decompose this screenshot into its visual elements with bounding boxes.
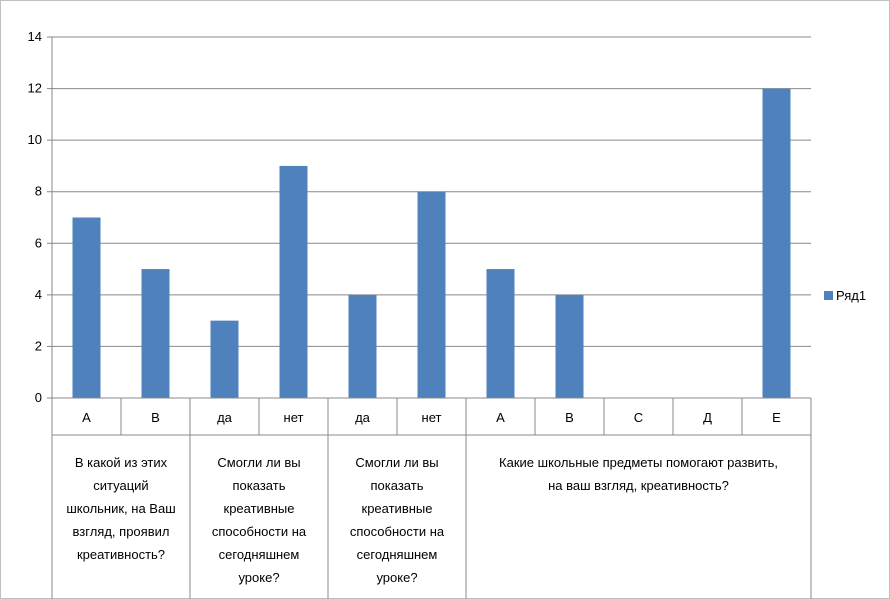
bar	[210, 320, 239, 398]
group-label-line: креативные	[362, 501, 433, 516]
legend-label: Ряд1	[836, 288, 866, 303]
y-tick-label: 12	[28, 81, 42, 96]
group-label-line: Смогли ли вы	[217, 455, 300, 470]
bar	[141, 269, 170, 398]
y-tick-label: 6	[35, 235, 42, 250]
y-tick-label: 14	[28, 29, 42, 44]
bar	[486, 269, 515, 398]
legend-swatch	[824, 291, 833, 300]
category-label: Д	[703, 410, 712, 425]
group-label-line: ситуаций	[93, 478, 148, 493]
group-label-line: Смогли ли вы	[355, 455, 438, 470]
group-label-line: уроке?	[376, 570, 417, 585]
y-tick-label: 2	[35, 338, 42, 353]
category-label: A	[82, 410, 91, 425]
category-label: нет	[284, 410, 304, 425]
y-tick-label: 10	[28, 132, 42, 147]
category-label: B	[565, 410, 574, 425]
group-label-line: показать	[371, 478, 424, 493]
category-label: да	[217, 410, 233, 425]
group-label-line: школьник, на Ваш	[66, 501, 175, 516]
bar	[762, 88, 791, 399]
bar	[279, 165, 308, 398]
y-tick-label: 0	[35, 390, 42, 405]
category-label: B	[151, 410, 160, 425]
bar	[348, 294, 377, 398]
bar	[555, 294, 584, 398]
group-label-line: уроке?	[238, 570, 279, 585]
group-label-line: показать	[233, 478, 286, 493]
category-label: E	[772, 410, 781, 425]
y-tick-label: 8	[35, 184, 42, 199]
group-label-line: креативность?	[77, 547, 165, 562]
group-label-line: сегодняшнем	[357, 547, 438, 562]
bar	[417, 191, 446, 398]
group-label-line: сегодняшнем	[219, 547, 300, 562]
category-label: да	[355, 410, 371, 425]
y-tick-label: 4	[35, 287, 42, 302]
group-label-line: взгляд, проявил	[73, 524, 170, 539]
category-label: A	[496, 410, 505, 425]
group-label-line: способности на	[212, 524, 307, 539]
category-label: нет	[422, 410, 442, 425]
group-label-line: В какой из этих	[75, 455, 168, 470]
group-label-line: на ваш взгляд, креативность?	[548, 478, 729, 493]
category-label: C	[634, 410, 643, 425]
group-label-line: способности на	[350, 524, 445, 539]
group-label-line: креативные	[224, 501, 295, 516]
group-label-line: Какие школьные предметы помогают развить…	[499, 455, 778, 470]
bar	[72, 217, 101, 398]
